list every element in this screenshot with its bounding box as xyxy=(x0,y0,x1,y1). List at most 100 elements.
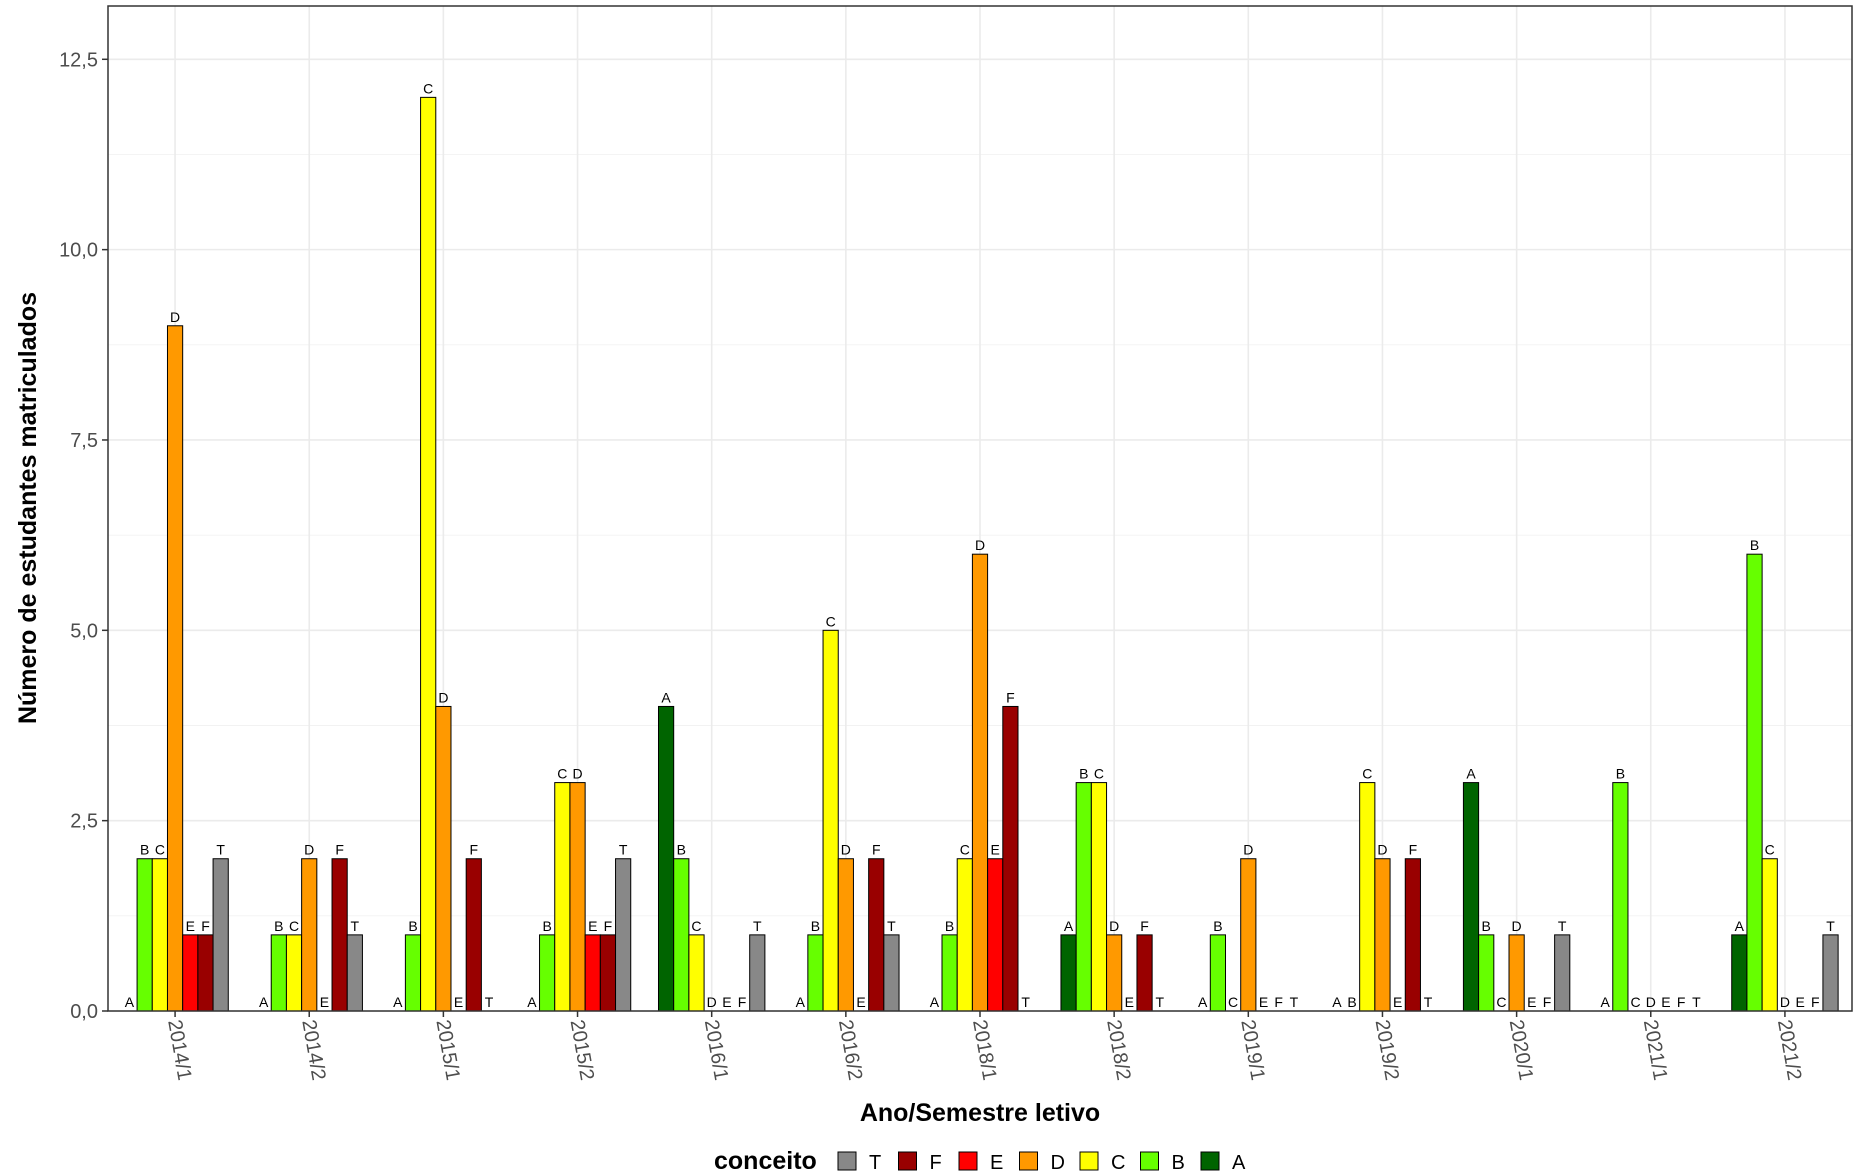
x-tick-label: 2018/1 xyxy=(968,1018,1000,1082)
y-tick-label: 7,5 xyxy=(70,430,98,452)
x-tick-label: 2019/1 xyxy=(1236,1018,1268,1082)
x-tick-label: 2020/1 xyxy=(1505,1018,1537,1082)
bar-c xyxy=(285,934,303,1012)
bar-t xyxy=(346,934,363,1012)
bar-label-d: D xyxy=(841,842,851,858)
bar-b xyxy=(136,858,153,1012)
bar-label-d: D xyxy=(707,994,717,1010)
bar-f xyxy=(1136,934,1153,1012)
bar-label-f: F xyxy=(1811,994,1820,1010)
legend-key-f xyxy=(898,1151,917,1171)
x-axis-title: Ano/Semestre letivo xyxy=(860,1099,1100,1127)
legend-key-a xyxy=(1200,1151,1220,1171)
legend-label-e: E xyxy=(990,1152,1003,1174)
bar-label-c: C xyxy=(826,613,836,629)
bar-t xyxy=(1822,934,1839,1012)
bar-b xyxy=(539,934,556,1012)
x-tick-label: 2014/2 xyxy=(297,1018,329,1082)
bar-t xyxy=(883,934,900,1012)
bar-t xyxy=(1554,934,1571,1012)
bar-label-t: T xyxy=(1290,994,1299,1010)
bar-b xyxy=(807,934,824,1012)
bar-label-c: C xyxy=(960,842,970,858)
bar-label-t: T xyxy=(1424,994,1433,1010)
bar-label-e: E xyxy=(1393,994,1402,1010)
y-tick-label: 2,5 xyxy=(70,811,98,833)
bar-label-a: A xyxy=(259,994,269,1010)
bar-d xyxy=(1374,858,1391,1012)
bar-label-t: T xyxy=(1155,994,1164,1010)
bar-label-a: A xyxy=(125,994,135,1010)
x-tick-label: 2015/1 xyxy=(431,1018,463,1082)
bar-c xyxy=(151,858,168,1012)
x-tick-label: 2014/1 xyxy=(163,1018,195,1082)
bar-d xyxy=(1106,934,1123,1012)
bar-label-b: B xyxy=(140,842,149,858)
bar-a xyxy=(1462,782,1480,1012)
bar-label-e: E xyxy=(1259,994,1268,1010)
bar-t xyxy=(212,858,229,1012)
bar-label-f: F xyxy=(738,994,747,1010)
legend-key-t xyxy=(837,1151,857,1171)
bar-label-c: C xyxy=(155,842,165,858)
bar-label-t: T xyxy=(887,918,896,934)
bar-label-t: T xyxy=(485,994,494,1010)
bar-c xyxy=(822,629,839,1012)
bar-b xyxy=(941,934,958,1012)
bar-b xyxy=(1209,934,1227,1012)
x-tick-label: 2018/2 xyxy=(1102,1018,1134,1082)
bar-label-d: D xyxy=(1243,842,1253,858)
bar-label-f: F xyxy=(1006,689,1015,705)
bar-label-a: A xyxy=(1198,994,1208,1010)
bar-a xyxy=(1060,934,1077,1012)
bar-d xyxy=(1508,934,1525,1012)
legend-key-d xyxy=(1019,1151,1038,1171)
legend-key-c xyxy=(1079,1151,1099,1171)
x-tick-label: 2016/1 xyxy=(700,1018,732,1082)
bar-label-f: F xyxy=(872,842,881,858)
bar-f xyxy=(868,858,885,1012)
bar-label-d: D xyxy=(438,689,448,705)
grid-lines xyxy=(108,6,1852,1012)
bar-label-c: C xyxy=(1094,766,1104,782)
bar-d xyxy=(971,553,989,1012)
bar-label-e: E xyxy=(1795,994,1804,1010)
bar-b xyxy=(270,934,287,1012)
bar-label-a: A xyxy=(796,994,806,1010)
x-tick-label: 2019/2 xyxy=(1371,1018,1403,1082)
bar-d xyxy=(837,858,854,1012)
bar-label-a: A xyxy=(1466,766,1476,782)
bar-label-f: F xyxy=(1677,994,1686,1010)
bar-label-c: C xyxy=(1765,842,1775,858)
bar-label-e: E xyxy=(1661,994,1670,1010)
bar-label-d: D xyxy=(304,842,314,858)
bar-f xyxy=(1404,858,1421,1012)
bar-e xyxy=(584,934,601,1012)
bar-c xyxy=(554,782,571,1012)
bar-label-d: D xyxy=(975,537,985,553)
bar-label-a: A xyxy=(1735,918,1745,934)
bar-d xyxy=(435,705,452,1012)
bar-f xyxy=(465,858,482,1012)
bar-label-e: E xyxy=(1125,994,1134,1010)
bar-label-a: A xyxy=(527,994,537,1010)
bar-label-b: B xyxy=(677,842,686,858)
bar-label-d: D xyxy=(1780,994,1790,1010)
bar-label-b: B xyxy=(1616,766,1625,782)
bar-label-t: T xyxy=(216,842,225,858)
bar-label-c: C xyxy=(423,80,433,96)
bar-c xyxy=(420,96,437,1012)
legend-label-d: D xyxy=(1051,1152,1065,1174)
bar-label-d: D xyxy=(1377,842,1387,858)
x-tick-label: 2021/1 xyxy=(1639,1018,1671,1082)
bar-label-a: A xyxy=(1064,918,1074,934)
bar-label-f: F xyxy=(1140,918,1149,934)
bar-b xyxy=(673,858,690,1012)
bar-b xyxy=(1075,782,1092,1012)
bar-label-t: T xyxy=(1021,994,1030,1010)
bar-label-c: C xyxy=(557,766,567,782)
legend-label-t: T xyxy=(869,1152,881,1174)
bar-label-e: E xyxy=(186,918,195,934)
bar-label-c: C xyxy=(1631,994,1641,1010)
